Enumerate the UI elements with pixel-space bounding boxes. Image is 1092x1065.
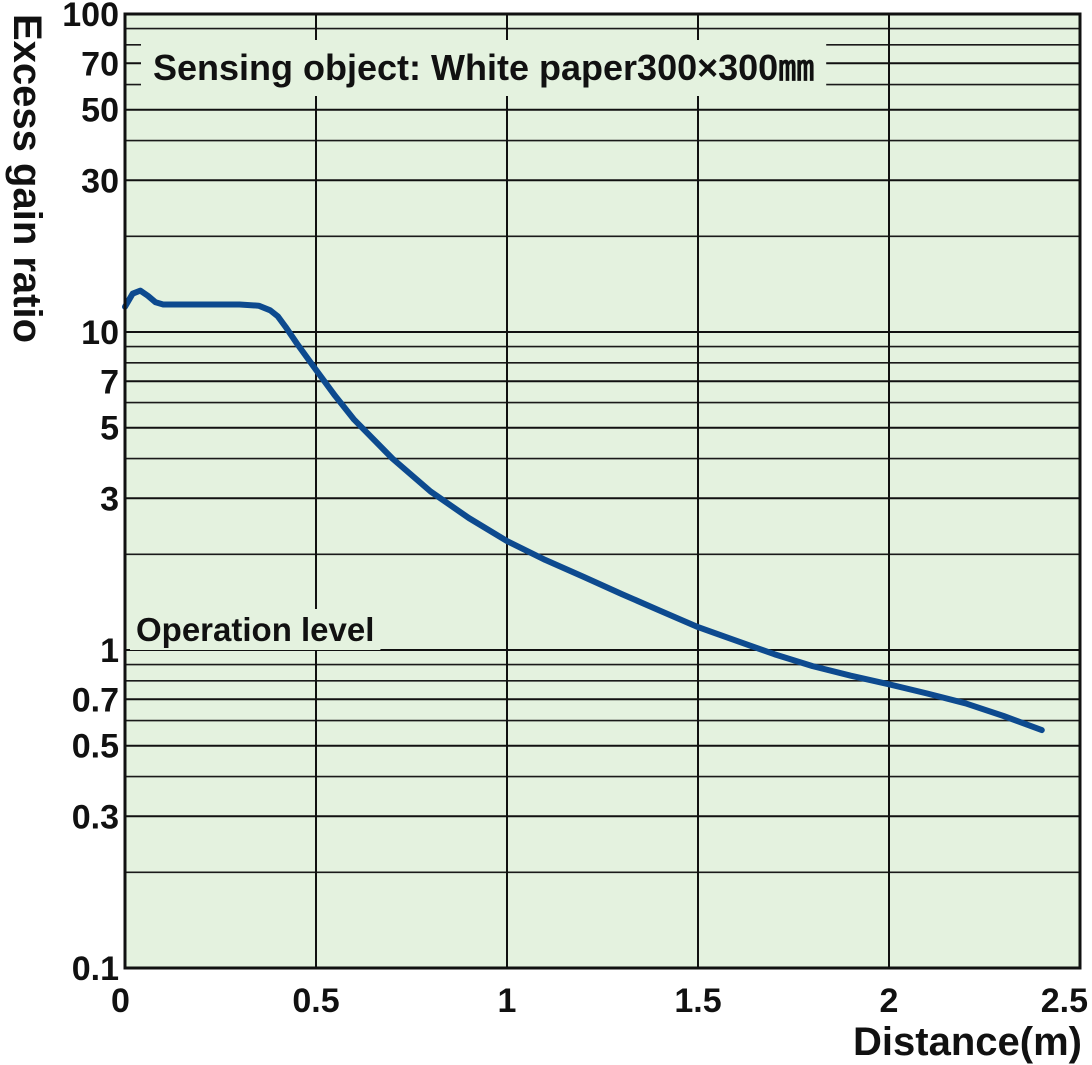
plot-area <box>125 14 1080 968</box>
y-tick-label: 100 <box>62 0 119 34</box>
x-tick-label: 1.5 <box>674 982 721 1020</box>
y-tick-label: 70 <box>81 45 119 83</box>
x-tick-label: 1 <box>498 982 517 1020</box>
operation-level-label-background <box>130 609 381 650</box>
x-tick-label: 2.5 <box>1041 982 1088 1020</box>
y-axis-label: Excess gain ratio <box>5 14 49 343</box>
x-tick-labels: 0 0.5 1 1.5 2 2.5 <box>111 982 1088 1020</box>
x-axis-label: Distance(m) <box>853 1020 1082 1064</box>
operation-level-label: Operation level <box>136 611 374 648</box>
series-layer <box>122 287 1045 734</box>
y-tick-label: 0.3 <box>72 798 119 836</box>
annotations: Sensing object: White paper300×300㎜ Oper… <box>130 40 827 650</box>
y-tick-label: 0.5 <box>72 728 119 766</box>
x-tick-label: 0.5 <box>292 982 339 1020</box>
sensing-object-note-background <box>141 40 827 96</box>
x-tick-label: 2 <box>880 982 899 1020</box>
y-tick-label: 0.7 <box>72 681 119 719</box>
series-line <box>122 287 1045 734</box>
y-tick-label: 3 <box>100 480 119 518</box>
y-tick-label: 0.1 <box>72 950 119 988</box>
y-tick-label: 7 <box>100 363 119 401</box>
y-tick-label: 5 <box>100 410 119 448</box>
sensing-object-note: Sensing object: White paper300×300㎜ <box>153 47 814 88</box>
y-tick-label: 30 <box>81 162 119 200</box>
y-tick-label: 10 <box>81 314 119 352</box>
x-tick-label: 0 <box>111 982 130 1020</box>
y-tick-label: 1 <box>100 632 119 670</box>
y-tick-label: 50 <box>81 92 119 130</box>
plot-border <box>123 12 1082 970</box>
y-tick-labels: 0.1 0.3 0.5 0.7 1 3 5 7 10 30 50 70 100 <box>62 0 119 988</box>
